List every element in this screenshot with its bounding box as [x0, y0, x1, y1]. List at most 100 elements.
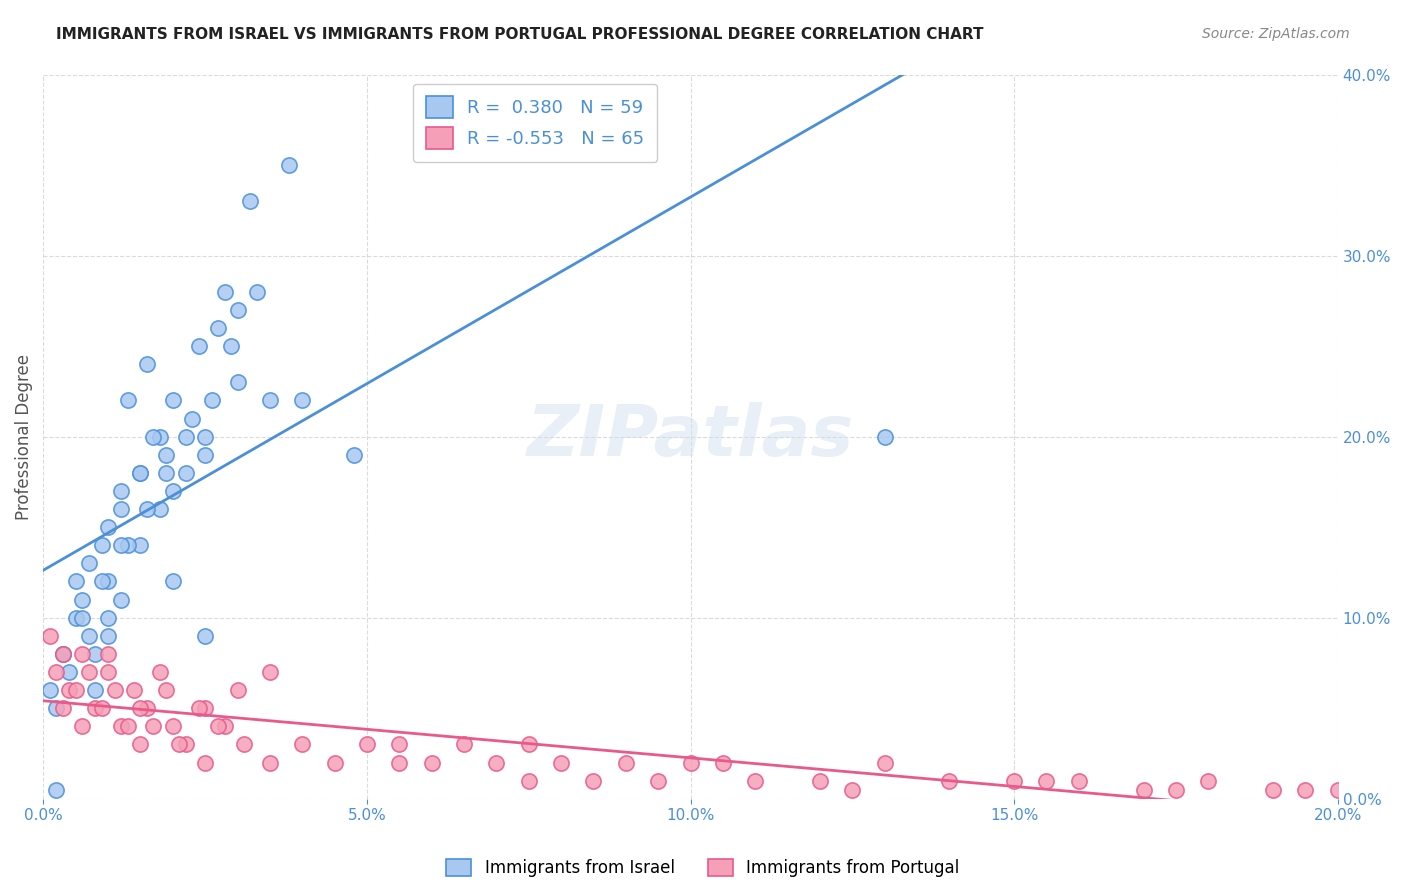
Point — [136, 701, 159, 715]
Point — [52, 647, 75, 661]
Point — [194, 756, 217, 770]
Point — [77, 665, 100, 679]
Legend: R =  0.380   N = 59, R = -0.553   N = 65: R = 0.380 N = 59, R = -0.553 N = 65 — [413, 84, 657, 162]
Point — [104, 683, 127, 698]
Point — [129, 538, 152, 552]
Point — [155, 683, 177, 698]
Point — [873, 756, 896, 770]
Point — [142, 430, 165, 444]
Point — [873, 430, 896, 444]
Point — [90, 538, 112, 552]
Text: IMMIGRANTS FROM ISRAEL VS IMMIGRANTS FROM PORTUGAL PROFESSIONAL DEGREE CORRELATI: IMMIGRANTS FROM ISRAEL VS IMMIGRANTS FRO… — [56, 27, 984, 42]
Point — [388, 756, 411, 770]
Point — [117, 538, 139, 552]
Point — [1067, 773, 1090, 788]
Point — [938, 773, 960, 788]
Point — [136, 502, 159, 516]
Point — [65, 574, 87, 589]
Point — [174, 430, 197, 444]
Point — [84, 683, 107, 698]
Point — [129, 738, 152, 752]
Point — [343, 448, 366, 462]
Point — [84, 701, 107, 715]
Point — [97, 520, 120, 534]
Legend: Immigrants from Israel, Immigrants from Portugal: Immigrants from Israel, Immigrants from … — [440, 852, 966, 884]
Point — [110, 502, 132, 516]
Y-axis label: Professional Degree: Professional Degree — [15, 353, 32, 520]
Point — [239, 194, 262, 209]
Point — [97, 665, 120, 679]
Point — [149, 502, 172, 516]
Point — [233, 738, 256, 752]
Point — [38, 683, 60, 698]
Point — [65, 683, 87, 698]
Point — [162, 719, 184, 733]
Point — [129, 466, 152, 480]
Point — [219, 339, 242, 353]
Point — [711, 756, 734, 770]
Point — [97, 574, 120, 589]
Point — [110, 592, 132, 607]
Point — [744, 773, 766, 788]
Point — [174, 738, 197, 752]
Point — [582, 773, 605, 788]
Point — [323, 756, 346, 770]
Point — [52, 701, 75, 715]
Point — [110, 538, 132, 552]
Point — [246, 285, 269, 299]
Point — [149, 665, 172, 679]
Point — [1002, 773, 1025, 788]
Point — [214, 719, 236, 733]
Point — [149, 430, 172, 444]
Point — [110, 483, 132, 498]
Point — [259, 756, 281, 770]
Point — [162, 393, 184, 408]
Point — [162, 483, 184, 498]
Text: ZIPatlas: ZIPatlas — [527, 402, 855, 471]
Point — [485, 756, 508, 770]
Point — [162, 574, 184, 589]
Point — [517, 738, 540, 752]
Point — [155, 466, 177, 480]
Point — [97, 647, 120, 661]
Point — [214, 285, 236, 299]
Point — [614, 756, 637, 770]
Point — [201, 393, 224, 408]
Point — [291, 738, 314, 752]
Point — [550, 756, 572, 770]
Point — [278, 158, 301, 172]
Point — [84, 647, 107, 661]
Point — [58, 665, 80, 679]
Point — [70, 610, 93, 624]
Point — [97, 610, 120, 624]
Point — [169, 738, 191, 752]
Point — [174, 466, 197, 480]
Point — [38, 629, 60, 643]
Point — [187, 701, 209, 715]
Point — [1261, 782, 1284, 797]
Point — [52, 647, 75, 661]
Point — [194, 430, 217, 444]
Point — [97, 629, 120, 643]
Point — [194, 629, 217, 643]
Point — [259, 393, 281, 408]
Point — [420, 756, 443, 770]
Point — [45, 701, 67, 715]
Point — [194, 448, 217, 462]
Point — [679, 756, 702, 770]
Point — [70, 719, 93, 733]
Point — [841, 782, 863, 797]
Point — [52, 647, 75, 661]
Point — [70, 592, 93, 607]
Point — [207, 719, 229, 733]
Point — [45, 782, 67, 797]
Point — [136, 357, 159, 371]
Point — [45, 665, 67, 679]
Point — [259, 665, 281, 679]
Point — [129, 701, 152, 715]
Point — [1035, 773, 1057, 788]
Point — [1326, 782, 1348, 797]
Point — [388, 738, 411, 752]
Point — [70, 647, 93, 661]
Point — [356, 738, 378, 752]
